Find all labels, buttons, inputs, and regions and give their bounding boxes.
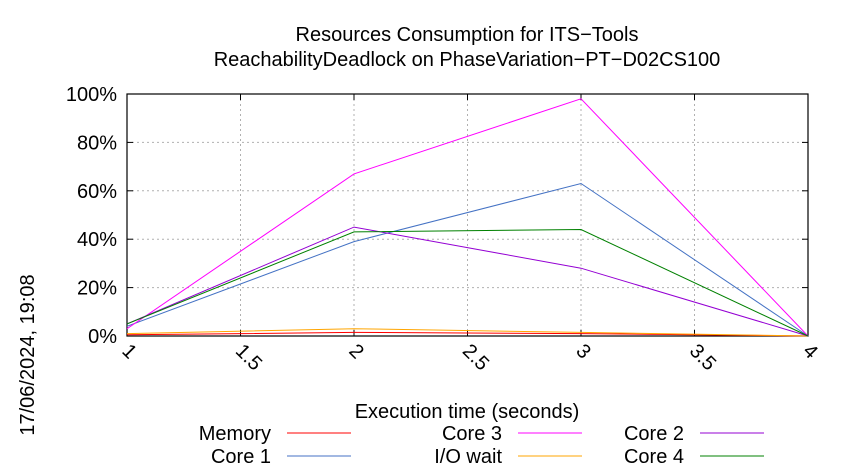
legend-label-core-3: Core 3 bbox=[442, 423, 502, 445]
series-lines bbox=[126, 98, 809, 337]
series-line-core-1 bbox=[126, 182, 809, 337]
series-line-core-4 bbox=[126, 228, 809, 337]
y-tick-label: 60% bbox=[77, 181, 117, 203]
series-line-i-o-wait bbox=[126, 328, 809, 337]
x-tick-label: 3.5 bbox=[685, 340, 720, 375]
x-tick-label: 2 bbox=[344, 340, 367, 363]
x-tick-label: 2.5 bbox=[458, 340, 493, 375]
x-tick-label: 4 bbox=[798, 340, 821, 363]
legend-label-memory: Memory bbox=[199, 423, 271, 445]
y-axis-ticks: 0% 20% 40% 60% 80% 100% bbox=[66, 84, 808, 348]
grid-lines bbox=[127, 94, 808, 336]
x-tick-label: 3 bbox=[571, 340, 594, 363]
y-tick-label: 20% bbox=[77, 278, 117, 300]
legend-label-core-2: Core 2 bbox=[624, 423, 684, 445]
legend-label-i-o-wait: I/O wait bbox=[434, 446, 502, 468]
chart-subtitle: ReachabilityDeadlock on PhaseVariation−P… bbox=[214, 49, 721, 71]
chart-title: Resources Consumption for ITS−Tools bbox=[296, 24, 639, 46]
x-tick-label: 1.5 bbox=[231, 340, 266, 375]
x-tick-label: 1 bbox=[117, 340, 140, 363]
series-line-memory bbox=[126, 331, 809, 337]
series-line-core-2 bbox=[126, 226, 809, 337]
legend-label-core-4: Core 4 bbox=[624, 446, 684, 468]
timestamp-label: 17/06/2024, 19:08 bbox=[17, 274, 39, 435]
y-tick-label: 100% bbox=[66, 84, 117, 106]
x-axis-label: Execution time (seconds) bbox=[355, 401, 580, 423]
y-tick-label: 0% bbox=[88, 326, 117, 348]
legend-label-core-1: Core 1 bbox=[211, 446, 271, 468]
y-tick-label: 80% bbox=[77, 132, 117, 154]
y-tick-label: 40% bbox=[77, 229, 117, 251]
series-line-core-3 bbox=[126, 98, 809, 337]
